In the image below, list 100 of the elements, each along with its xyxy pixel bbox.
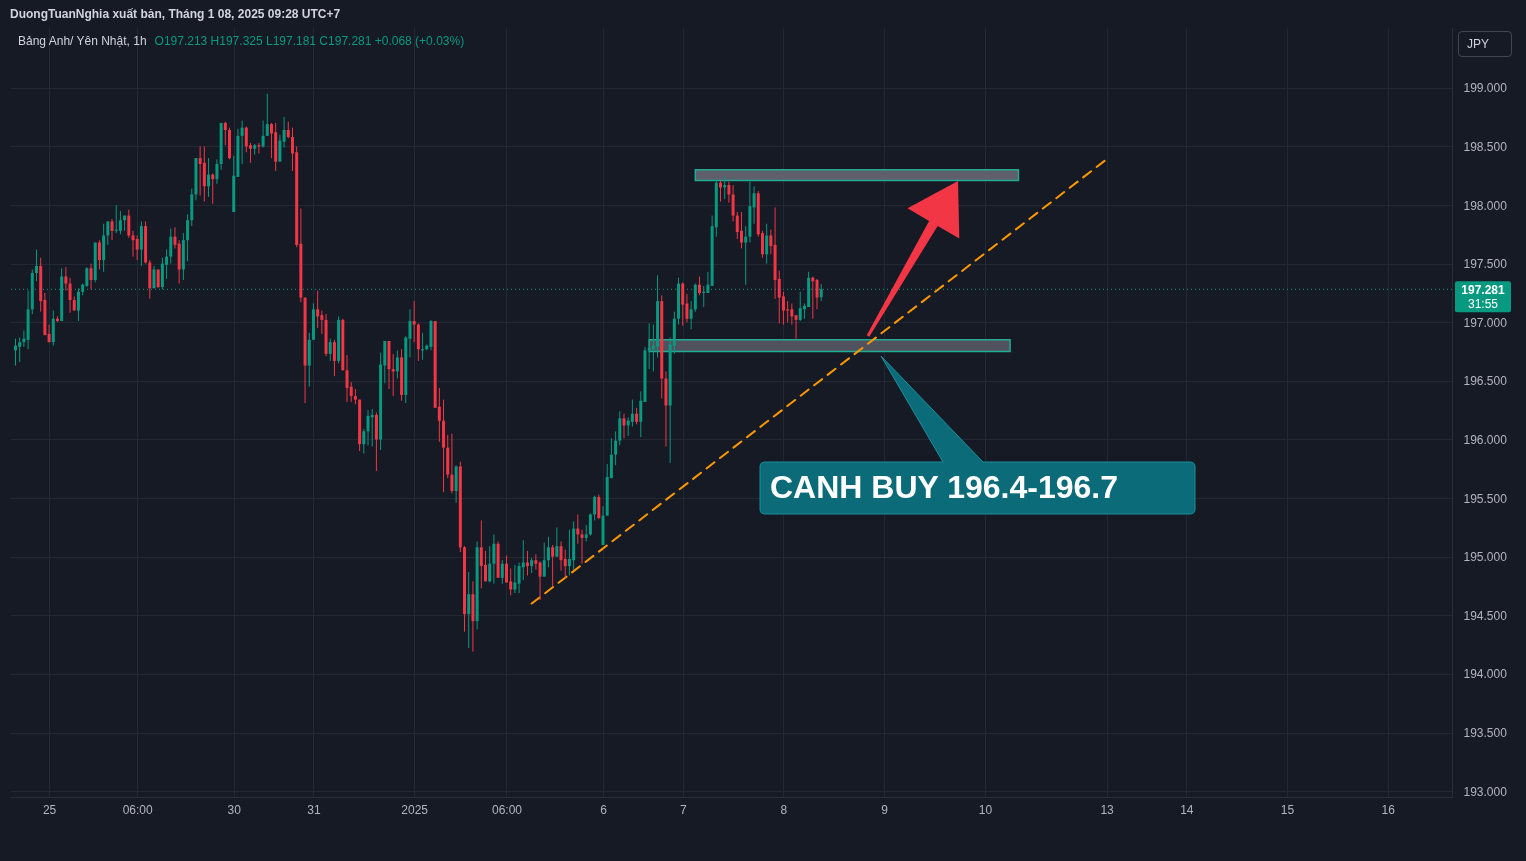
- x-tick-label: 06:00: [122, 802, 154, 817]
- candlestick: [727, 181, 731, 204]
- y-tick-label: 199.000: [1463, 81, 1508, 96]
- candlestick: [689, 300, 693, 330]
- candlestick: [47, 324, 51, 343]
- y-tick-label: 194.500: [1463, 608, 1508, 623]
- candlestick: [51, 310, 55, 347]
- candlestick: [240, 120, 244, 165]
- candlestick: [152, 265, 156, 289]
- candlestick: [366, 409, 370, 446]
- candlestick: [614, 430, 618, 466]
- candlestick: [89, 263, 93, 290]
- x-tick-label: 7: [679, 802, 687, 817]
- candlestick: [786, 300, 790, 323]
- candlestick: [160, 257, 164, 290]
- currency-button: JPY: [1458, 31, 1512, 57]
- candlestick: [18, 336, 22, 363]
- candlestick: [106, 220, 110, 246]
- x-tick-label: 06:00: [491, 802, 523, 817]
- candlestick: [580, 529, 584, 565]
- candlestick: [467, 571, 471, 649]
- candlestick: [698, 276, 702, 296]
- x-tick-label: 10: [978, 802, 993, 817]
- candlestick: [546, 536, 550, 568]
- candlestick: [412, 300, 416, 343]
- candlestick: [567, 529, 571, 576]
- candlestick: [618, 410, 622, 446]
- candlestick: [769, 229, 773, 255]
- candlestick: [207, 157, 211, 198]
- candlestick: [542, 542, 546, 578]
- candlestick: [622, 413, 626, 439]
- candlestick: [244, 125, 248, 153]
- candlestick: [34, 249, 38, 282]
- candlestick: [173, 226, 177, 249]
- candlestick: [282, 116, 286, 149]
- ref-line-label: 197.281: [1461, 283, 1506, 298]
- x-tick-label: 8: [780, 802, 788, 817]
- x-tick-label: 31: [307, 802, 321, 817]
- candlestick: [320, 310, 324, 335]
- candlestick: [735, 211, 739, 240]
- candlestick: [739, 211, 743, 249]
- candlestick: [131, 230, 135, 258]
- candlestick: [139, 220, 143, 267]
- candlestick: [156, 268, 160, 289]
- y-tick-label: 197.500: [1463, 257, 1508, 272]
- candlestick: [198, 145, 202, 197]
- x-tick-label: 25: [42, 802, 57, 817]
- candlestick: [630, 399, 634, 428]
- candlestick: [169, 227, 173, 265]
- x-tick-label: 30: [227, 802, 242, 817]
- candlestick: [765, 223, 769, 265]
- candlestick: [513, 564, 517, 594]
- candlestick: [790, 302, 794, 326]
- candlestick: [135, 234, 139, 261]
- candlestick: [316, 290, 320, 329]
- candlestick: [328, 338, 332, 362]
- x-tick-label: 16: [1381, 802, 1396, 817]
- candlestick: [559, 540, 563, 572]
- candlestick: [597, 494, 601, 520]
- candlestick: [186, 213, 190, 262]
- y-tick-label: 193.500: [1463, 726, 1508, 741]
- y-tick-label: 197.000: [1463, 315, 1508, 330]
- candlestick: [492, 533, 496, 585]
- candlestick: [588, 512, 592, 537]
- candlestick: [593, 495, 597, 521]
- text: DuongTuanNghia xuất bản, Tháng 1 08, 2025 09:28 UTC+7: [10, 7, 341, 21]
- y-tick-label: 196.000: [1463, 432, 1508, 447]
- candlestick: [215, 158, 219, 185]
- y-tick-label: 194.000: [1463, 667, 1508, 682]
- candlestick: [706, 271, 710, 294]
- x-tick-label: 2025: [401, 802, 429, 817]
- x-tick-label: 13: [1100, 802, 1115, 817]
- candlestick: [345, 354, 349, 403]
- candlestick: [332, 339, 336, 377]
- x-tick-label: 6: [600, 802, 608, 817]
- candlestick: [517, 562, 521, 594]
- candlestick: [509, 567, 513, 596]
- candlestick: [731, 184, 735, 222]
- candlestick: [538, 560, 542, 601]
- candlestick: [118, 210, 122, 235]
- x-tick-label: 14: [1180, 802, 1194, 817]
- candlestick: [794, 314, 798, 340]
- y-tick-label: 195.000: [1463, 550, 1508, 565]
- candlestick: [551, 544, 555, 587]
- y-tick-label: 198.000: [1463, 198, 1508, 213]
- candlestick: [500, 559, 504, 585]
- candlestick: [534, 553, 538, 571]
- y-tick-label: 198.500: [1463, 139, 1508, 154]
- candlestick: [223, 121, 227, 146]
- candlestick: [752, 185, 756, 225]
- candlestick: [85, 266, 89, 288]
- y-tick-label: 195.500: [1463, 491, 1508, 506]
- y-tick-label: 196.500: [1463, 374, 1508, 389]
- candlestick: [278, 134, 282, 163]
- candlestick: [563, 549, 567, 579]
- annotation: O197.213 H197.325 L197.181 C197.281 +0.068 (+0.03%): [154, 34, 465, 48]
- candlestick: [362, 428, 366, 455]
- candlestick: [555, 526, 559, 558]
- candlestick: [68, 277, 72, 314]
- text: 31:55: [1467, 297, 1499, 312]
